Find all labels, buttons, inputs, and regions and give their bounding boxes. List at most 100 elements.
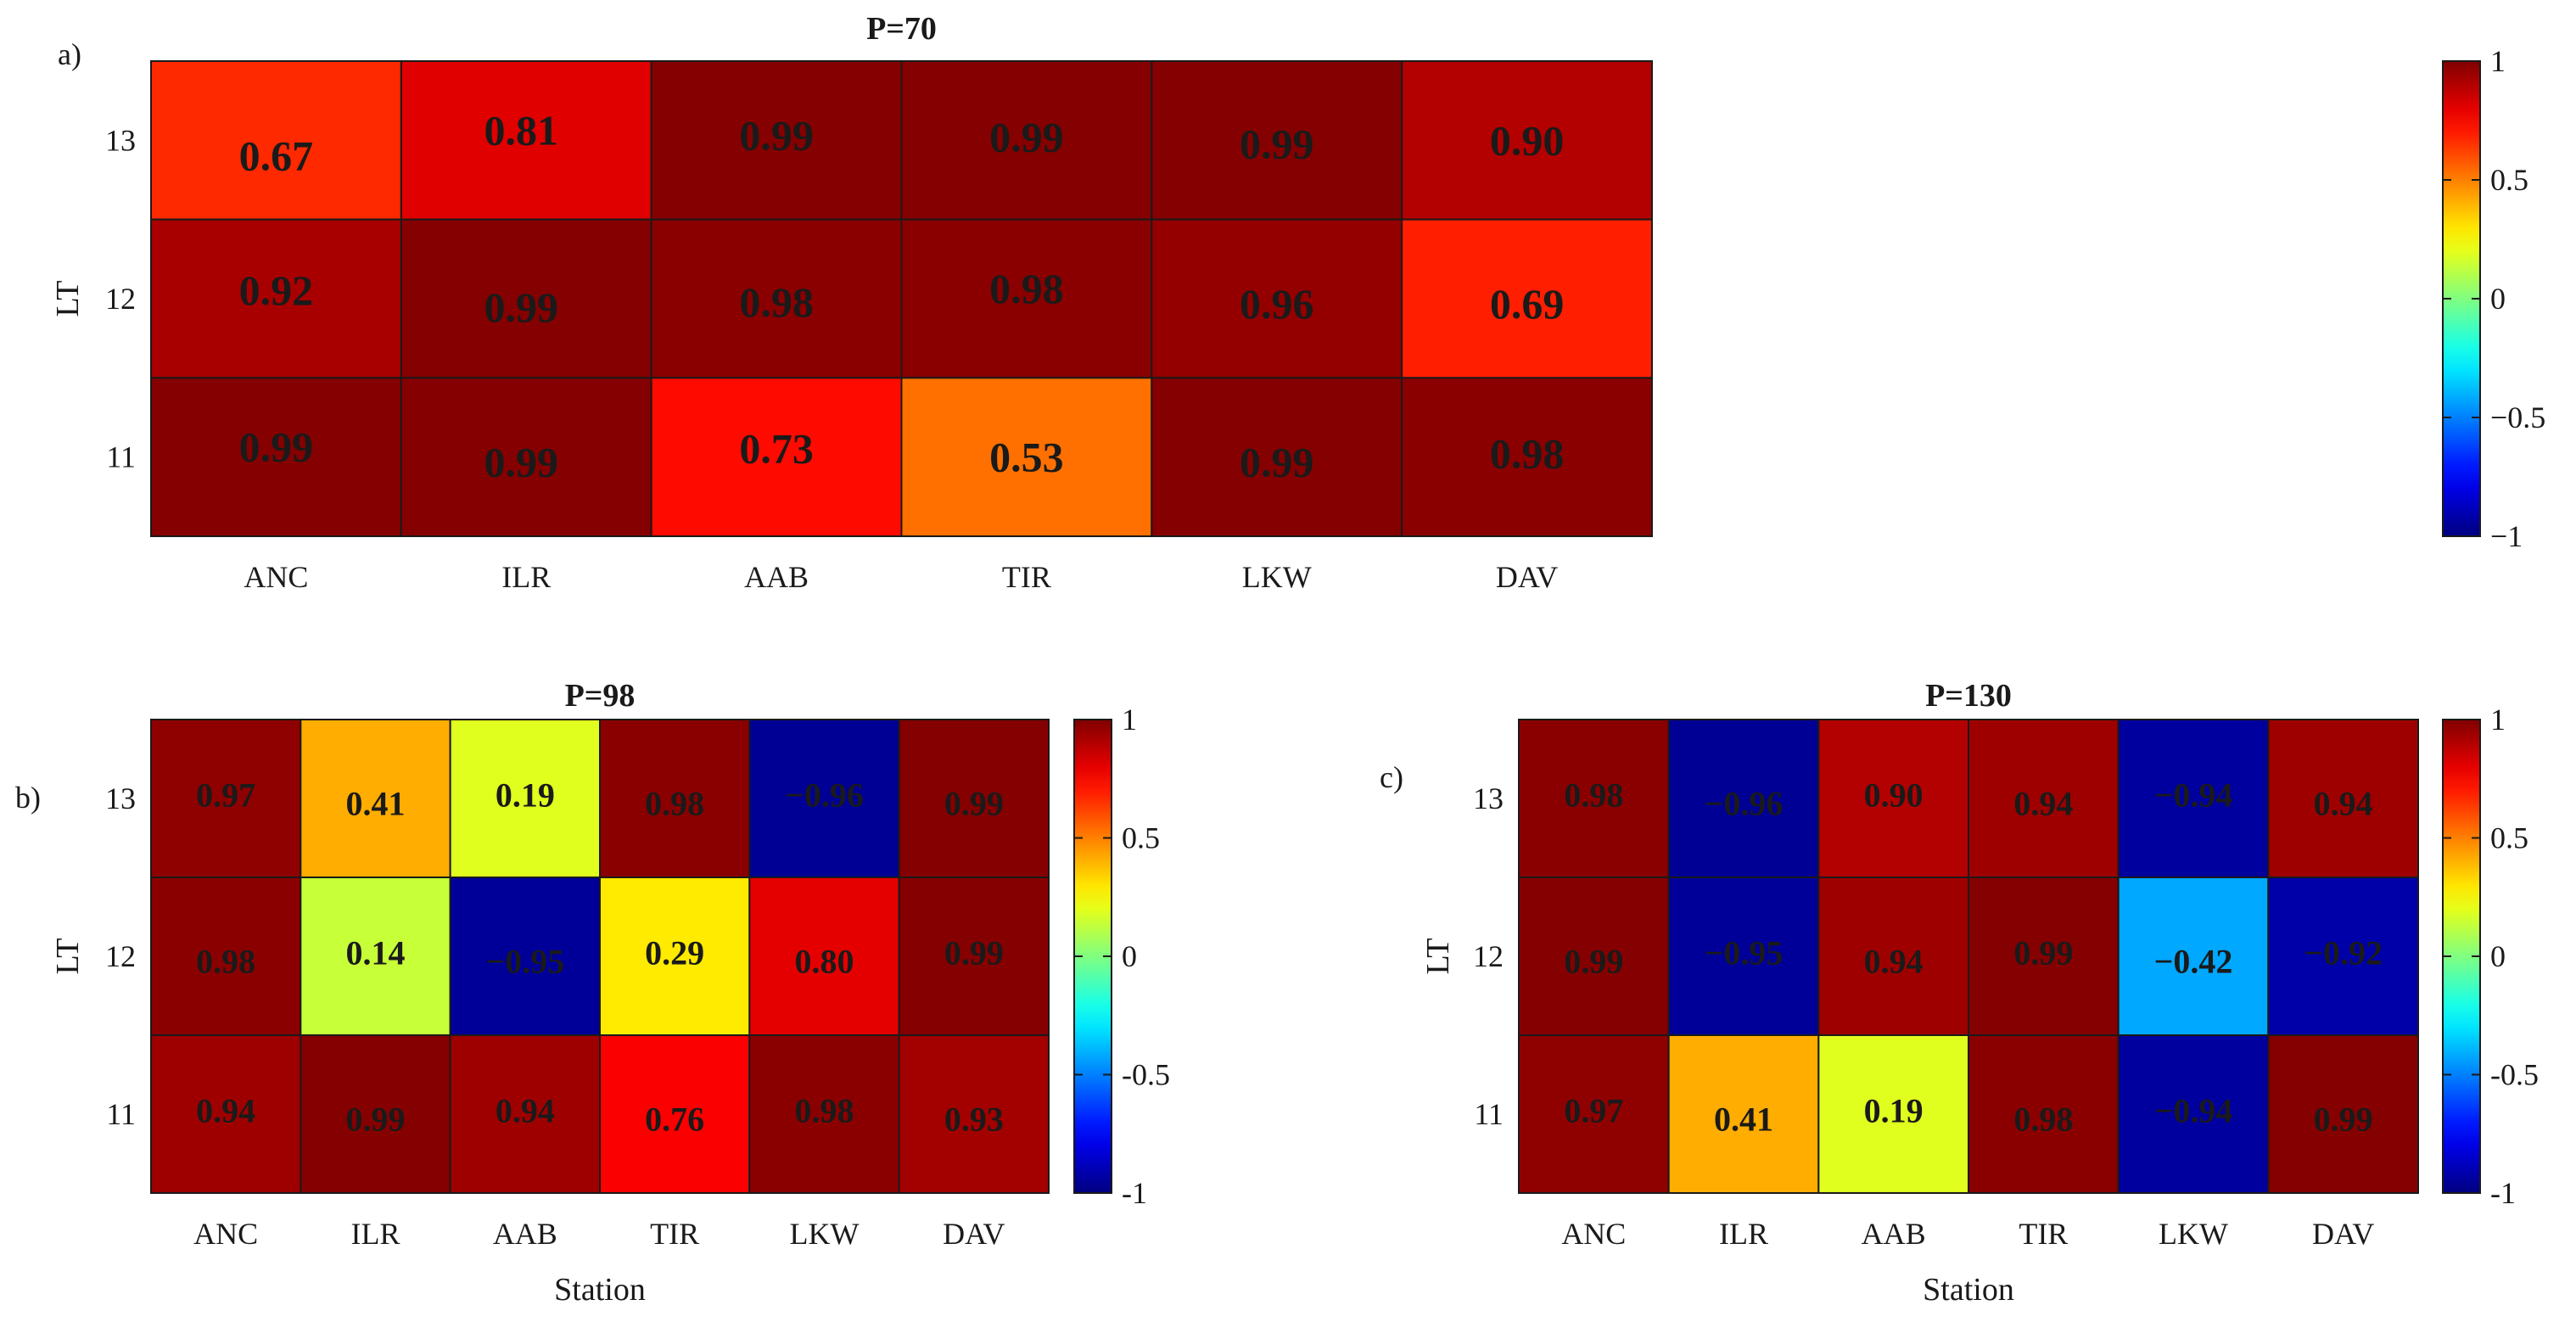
heatmap-cell bbox=[1968, 1034, 2120, 1194]
cell-value-label: 0.98 bbox=[645, 785, 704, 823]
cell-value-label: 0.29 bbox=[645, 934, 704, 972]
colorbar-tick-label: 0.5 bbox=[2490, 163, 2528, 197]
heatmap-cell bbox=[748, 877, 900, 1036]
cell-value-label: −0.95 bbox=[485, 943, 564, 981]
cell-value-label: 0.14 bbox=[346, 934, 406, 972]
cell-value-label: 0.98 bbox=[989, 265, 1064, 312]
cell-value-label: 0.19 bbox=[1864, 1092, 1924, 1130]
cell-value-label: 0.99 bbox=[739, 111, 814, 159]
cell-value-label: 0.76 bbox=[645, 1101, 704, 1139]
cell-value-label: 0.67 bbox=[239, 132, 314, 179]
heatmap-cell bbox=[1401, 377, 1653, 538]
cell-value-label: 0.98 bbox=[795, 1092, 854, 1130]
x-tick-label: LKW bbox=[2159, 1217, 2228, 1251]
heatmap-cell bbox=[599, 877, 751, 1036]
heatmap-cell bbox=[1401, 60, 1653, 221]
colorbar-tick-label: −1 bbox=[2490, 519, 2523, 553]
plot-frame bbox=[150, 60, 1653, 537]
y-tick-label: 13 bbox=[1473, 781, 1504, 815]
cell-value-label: −0.96 bbox=[1705, 785, 1784, 823]
chart-title: P=70 bbox=[866, 11, 937, 47]
heatmap-cell bbox=[1518, 1034, 1670, 1194]
x-tick-label: ANC bbox=[244, 560, 308, 594]
heatmap-cell bbox=[400, 377, 652, 538]
cell-value-label: 0.97 bbox=[1564, 1092, 1623, 1130]
heatmap-cell bbox=[2267, 877, 2419, 1036]
cell-value-label: 0.69 bbox=[1490, 280, 1565, 328]
heatmap-cell bbox=[400, 218, 652, 379]
cell-value-label: 0.99 bbox=[484, 283, 559, 331]
heatmap-cell bbox=[1667, 877, 1820, 1036]
cell-value-label: −0.94 bbox=[2154, 776, 2233, 815]
panel-1: 0.97 0.41 0.19 0.98 −0.96 0.99 0.98 0.14 −0.95 0.… bbox=[15, 678, 1170, 1308]
cell-value-label: 0.41 bbox=[1714, 1101, 1773, 1139]
cell-value-label: 0.99 bbox=[1240, 439, 1314, 486]
cell-value-label: 0.92 bbox=[239, 266, 314, 314]
chart-title: P=130 bbox=[1925, 678, 2012, 714]
cell-value-label: −0.94 bbox=[2154, 1092, 2233, 1130]
y-axis-label: LT bbox=[50, 938, 86, 975]
plot-frame bbox=[150, 719, 1050, 1194]
x-tick-label: DAV bbox=[943, 1217, 1005, 1251]
cell-value-label: 0.99 bbox=[2013, 934, 2073, 972]
cell-value-label: 0.98 bbox=[1490, 430, 1565, 478]
chart-title: P=98 bbox=[565, 678, 636, 714]
y-tick-label: 13 bbox=[105, 123, 136, 157]
cell-value-label: 0.98 bbox=[739, 278, 814, 326]
colorbar-tick-label: -0.5 bbox=[2490, 1058, 2539, 1092]
heatmap-cell bbox=[900, 60, 1153, 221]
cell-value-label: 0.94 bbox=[196, 1092, 255, 1130]
cell-value-label: 0.81 bbox=[484, 106, 559, 154]
colorbar-tick-label: 1 bbox=[2490, 44, 2506, 78]
cell-value-label: 0.98 bbox=[2013, 1101, 2073, 1139]
x-tick-label: LKW bbox=[1242, 560, 1312, 594]
colorbar-tick-label: −0.5 bbox=[2490, 401, 2545, 434]
x-tick-label: LKW bbox=[790, 1217, 860, 1251]
x-axis-label: Station bbox=[554, 1272, 646, 1308]
cell-value-label: 0.94 bbox=[496, 1092, 555, 1130]
x-tick-label: DAV bbox=[1496, 560, 1558, 594]
cell-value-label: 0.90 bbox=[1490, 116, 1565, 164]
heatmap-cell bbox=[1968, 877, 2120, 1036]
cell-value-label: 0.41 bbox=[346, 785, 406, 823]
colorbar-tick-label: 0 bbox=[2490, 282, 2506, 316]
heatmap-cell bbox=[748, 1034, 900, 1194]
x-tick-label: AAB bbox=[744, 560, 809, 594]
cell-value-label: 0.99 bbox=[2314, 1101, 2373, 1139]
colorbar-tick-label: -1 bbox=[2490, 1176, 2516, 1210]
x-tick-label: DAV bbox=[2312, 1217, 2374, 1251]
heatmap-cell bbox=[1401, 218, 1653, 379]
cell-value-label: −0.92 bbox=[2304, 934, 2383, 972]
colorbar-tick-label: 0 bbox=[2490, 939, 2506, 973]
colorbar-tick-label: -1 bbox=[1122, 1176, 1147, 1210]
heatmap-cell bbox=[599, 1034, 751, 1194]
cell-value-label: 0.99 bbox=[944, 785, 1004, 823]
y-tick-label: 11 bbox=[1474, 1097, 1504, 1131]
heatmap-cell bbox=[1151, 60, 1403, 221]
cell-value-label: 0.80 bbox=[795, 943, 854, 981]
x-tick-label: TIR bbox=[2019, 1217, 2068, 1251]
panel-label: c) bbox=[1380, 760, 1403, 794]
cell-value-label: 0.99 bbox=[944, 934, 1004, 972]
heatmap-cell bbox=[1817, 877, 1969, 1036]
heatmap-cell bbox=[150, 719, 302, 878]
x-tick-label: ANC bbox=[1561, 1217, 1626, 1251]
heatmap-cell bbox=[1151, 377, 1403, 538]
colorbar-tick-label: 0.5 bbox=[2490, 821, 2528, 855]
y-tick-label: 12 bbox=[105, 939, 136, 973]
heatmap-cell bbox=[150, 60, 402, 221]
heatmap-cell bbox=[300, 719, 451, 878]
heatmap-cell bbox=[898, 877, 1050, 1036]
heatmap-cell bbox=[650, 377, 903, 538]
colorbar-tick-label: 1 bbox=[2490, 703, 2506, 737]
heatmap-cell bbox=[900, 218, 1153, 379]
heatmap-cell bbox=[300, 877, 451, 1036]
heatmap-cell bbox=[599, 719, 751, 878]
heatmap-cell bbox=[2117, 1034, 2270, 1194]
x-tick-label: ANC bbox=[193, 1217, 258, 1251]
x-tick-label: TIR bbox=[650, 1217, 699, 1251]
cell-value-label: 0.99 bbox=[989, 113, 1064, 160]
colorbar-tick-label: -0.5 bbox=[1122, 1058, 1170, 1092]
y-tick-label: 11 bbox=[106, 1097, 136, 1131]
colorbar-tick-label: 0.5 bbox=[1122, 821, 1160, 855]
